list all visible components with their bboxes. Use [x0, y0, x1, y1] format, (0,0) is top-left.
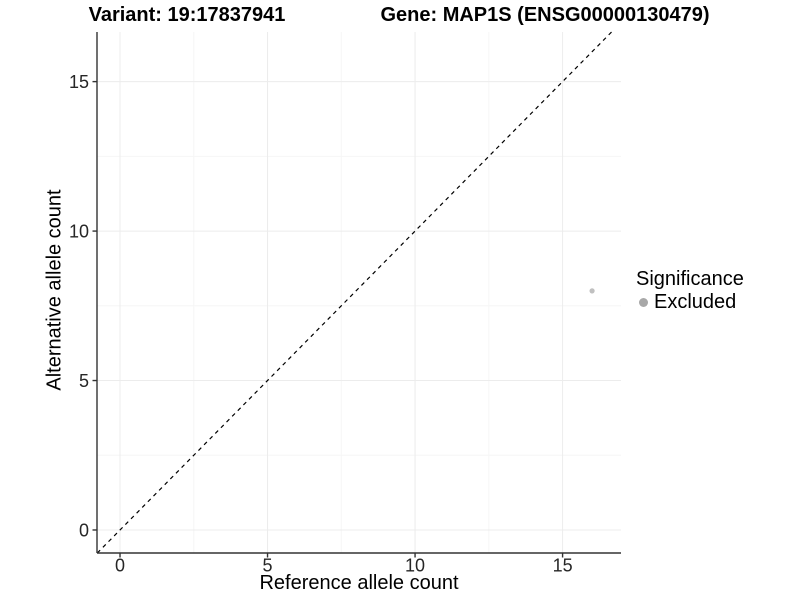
legend: Significance Excluded [636, 268, 744, 314]
y-tick-label: 5 [79, 371, 89, 391]
x-tick-label: 10 [405, 556, 425, 576]
legend-item-label: Excluded [654, 291, 737, 313]
data-point [589, 288, 595, 294]
legend-title: Significance [636, 268, 744, 290]
legend-point-icon [639, 298, 648, 307]
y-axis-title: Alternative allele count [43, 189, 66, 391]
identity-line [96, 31, 612, 554]
y-tick-label: 0 [79, 520, 89, 540]
y-tick-label: 15 [69, 72, 89, 92]
y-tick-label: 10 [69, 222, 89, 242]
x-tick-label: 5 [263, 556, 273, 576]
plot-title-gene: Gene: MAP1S (ENSG00000130479) [380, 4, 710, 26]
plot-title-variant: Variant: 19:17837941 [88, 4, 286, 26]
x-axis-title: Reference allele count [259, 572, 459, 594]
x-tick-label: 15 [553, 556, 573, 576]
x-tick-label: 0 [115, 556, 125, 576]
legend-item-excluded: Excluded [636, 291, 744, 314]
